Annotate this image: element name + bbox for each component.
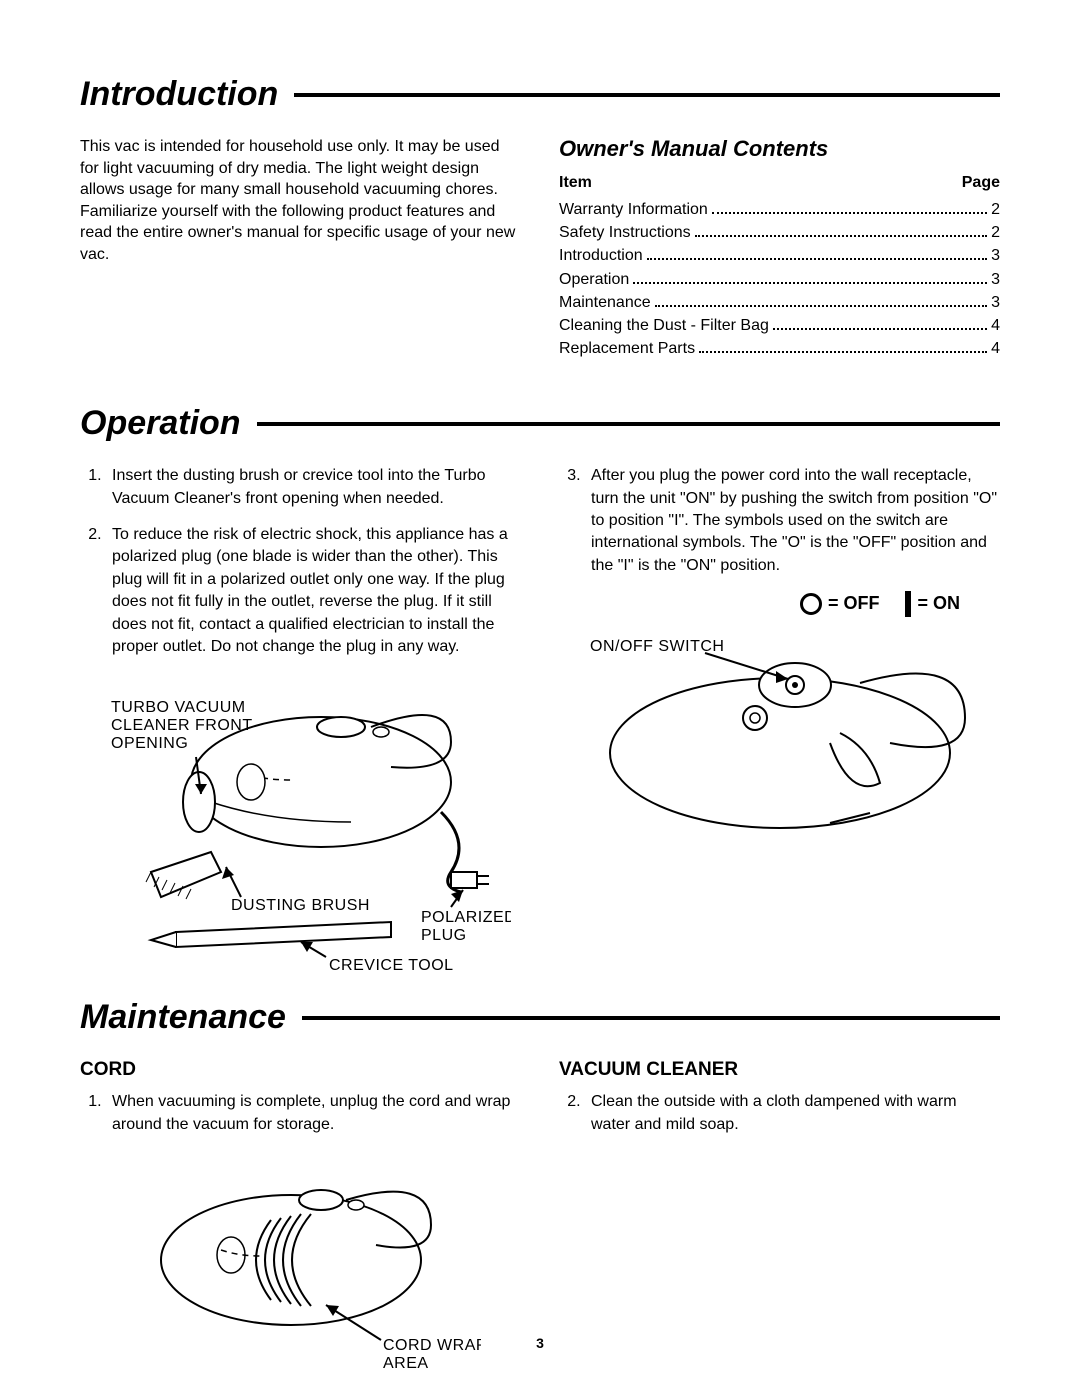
cord-heading: CORD — [80, 1059, 521, 1081]
cord-wrap-svg: CORD WRAPAREA — [121, 1150, 481, 1380]
toc-dots — [633, 271, 987, 284]
toc-page-label: Page — [962, 174, 1000, 192]
toc-header-row: Item Page — [559, 174, 1000, 192]
section-rule — [294, 93, 1000, 97]
toc-item-label: Item — [559, 174, 592, 192]
toc-row: Cleaning the Dust - Filter Bag 4 — [559, 314, 1000, 337]
page-number: 3 — [536, 1335, 544, 1351]
maintenance-title: Maintenance — [80, 998, 302, 1037]
dusting-brush-label: DUSTING BRUSH — [231, 897, 370, 914]
toc-dots — [773, 317, 987, 330]
legend-off-group: = OFF — [800, 593, 880, 615]
operation-left-col: Insert the dusting brush or crevice tool… — [80, 465, 521, 972]
toc-entry-label: Introduction — [559, 244, 643, 267]
toc-entry-label: Warranty Information — [559, 198, 708, 221]
toc-entry-label: Safety Instructions — [559, 221, 691, 244]
maintenance-header: Maintenance — [80, 998, 1000, 1037]
toc-entry-page: 2 — [991, 198, 1000, 221]
toc-dots — [655, 294, 987, 307]
on-off-switch-label: ON/OFF SWITCH — [590, 638, 724, 655]
toc-row: Warranty Information 2 — [559, 198, 1000, 221]
toc-row: Introduction 3 — [559, 244, 1000, 267]
maintenance-left-col: CORD When vacuuming is complete, unplug … — [80, 1059, 521, 1380]
cord-wrap-label: CORD WRAPAREA — [383, 1337, 481, 1372]
operation-step-1: Insert the dusting brush or crevice tool… — [106, 465, 521, 510]
introduction-title: Introduction — [80, 75, 294, 114]
section-rule — [257, 422, 1000, 426]
toc-dots — [699, 340, 987, 353]
introduction-header: Introduction — [80, 75, 1000, 114]
off-symbol-icon — [800, 593, 822, 615]
vacuum-step-2: Clean the outside with a cloth dampened … — [585, 1091, 1000, 1136]
on-off-legend: = OFF = ON — [559, 591, 1000, 617]
legend-off-text: = OFF — [828, 593, 880, 613]
operation-step-3: After you plug the power cord into the w… — [585, 465, 1000, 577]
toc-entry-page: 2 — [991, 221, 1000, 244]
introduction-paragraph: This vac is intended for household use o… — [80, 136, 521, 266]
toc-entry-page: 3 — [991, 291, 1000, 314]
toc-entry-label: Maintenance — [559, 291, 651, 314]
polarized-plug-label: POLARIZEDPLUG — [421, 909, 511, 944]
operation-step-2: To reduce the risk of electric shock, th… — [106, 524, 521, 658]
toc-entry-label: Cleaning the Dust - Filter Bag — [559, 314, 769, 337]
toc-dots — [695, 224, 987, 237]
introduction-columns: This vac is intended for household use o… — [80, 136, 1000, 360]
legend-on-group: = ON — [905, 591, 960, 617]
operation-left-steps: Insert the dusting brush or crevice tool… — [80, 465, 521, 658]
section-rule — [302, 1016, 1000, 1020]
contents-heading: Owner's Manual Contents — [559, 136, 1000, 162]
cord-steps: When vacuuming is complete, unplug the c… — [80, 1091, 521, 1136]
on-symbol-icon — [905, 591, 911, 617]
legend-on-text: = ON — [917, 593, 960, 613]
maintenance-right-col: VACUUM CLEANER Clean the outside with a … — [559, 1059, 1000, 1380]
toc-entry-page: 3 — [991, 244, 1000, 267]
maintenance-columns: CORD When vacuuming is complete, unplug … — [80, 1059, 1000, 1380]
operation-right-col: After you plug the power cord into the w… — [559, 465, 1000, 972]
vacuum-cleaner-heading: VACUUM CLEANER — [559, 1059, 1000, 1081]
cord-wrap-diagram: CORD WRAPAREA — [80, 1150, 521, 1380]
toc-list: Warranty Information 2 Safety Instruction… — [559, 198, 1000, 360]
on-off-switch-diagram: ON/OFF SWITCH — [559, 623, 1000, 843]
operation-right-steps: After you plug the power cord into the w… — [559, 465, 1000, 577]
introduction-right-col: Owner's Manual Contents Item Page Warran… — [559, 136, 1000, 360]
toc-entry-page: 4 — [991, 314, 1000, 337]
toc-row: Safety Instructions 2 — [559, 221, 1000, 244]
cord-step-1: When vacuuming is complete, unplug the c… — [106, 1091, 521, 1136]
vacuum-steps: Clean the outside with a cloth dampened … — [559, 1091, 1000, 1136]
vacuum-accessories-svg: TURBO VACUUMCLEANER FRONTOPENING DUSTING… — [91, 672, 511, 972]
operation-columns: Insert the dusting brush or crevice tool… — [80, 465, 1000, 972]
toc-entry-page: 3 — [991, 268, 1000, 291]
toc-dots — [712, 201, 987, 214]
introduction-left-col: This vac is intended for household use o… — [80, 136, 521, 360]
vacuum-switch-svg: ON/OFF SWITCH — [570, 623, 990, 843]
toc-entry-page: 4 — [991, 337, 1000, 360]
toc-row: Replacement Parts 4 — [559, 337, 1000, 360]
toc-entry-label: Operation — [559, 268, 629, 291]
operation-header: Operation — [80, 404, 1000, 443]
toc-entry-label: Replacement Parts — [559, 337, 695, 360]
turbo-vacuum-diagram: TURBO VACUUMCLEANER FRONTOPENING DUSTING… — [80, 672, 521, 972]
operation-title: Operation — [80, 404, 257, 443]
toc-row: Operation 3 — [559, 268, 1000, 291]
toc-row: Maintenance 3 — [559, 291, 1000, 314]
crevice-tool-label: CREVICE TOOL — [329, 957, 454, 972]
toc-dots — [647, 248, 987, 261]
